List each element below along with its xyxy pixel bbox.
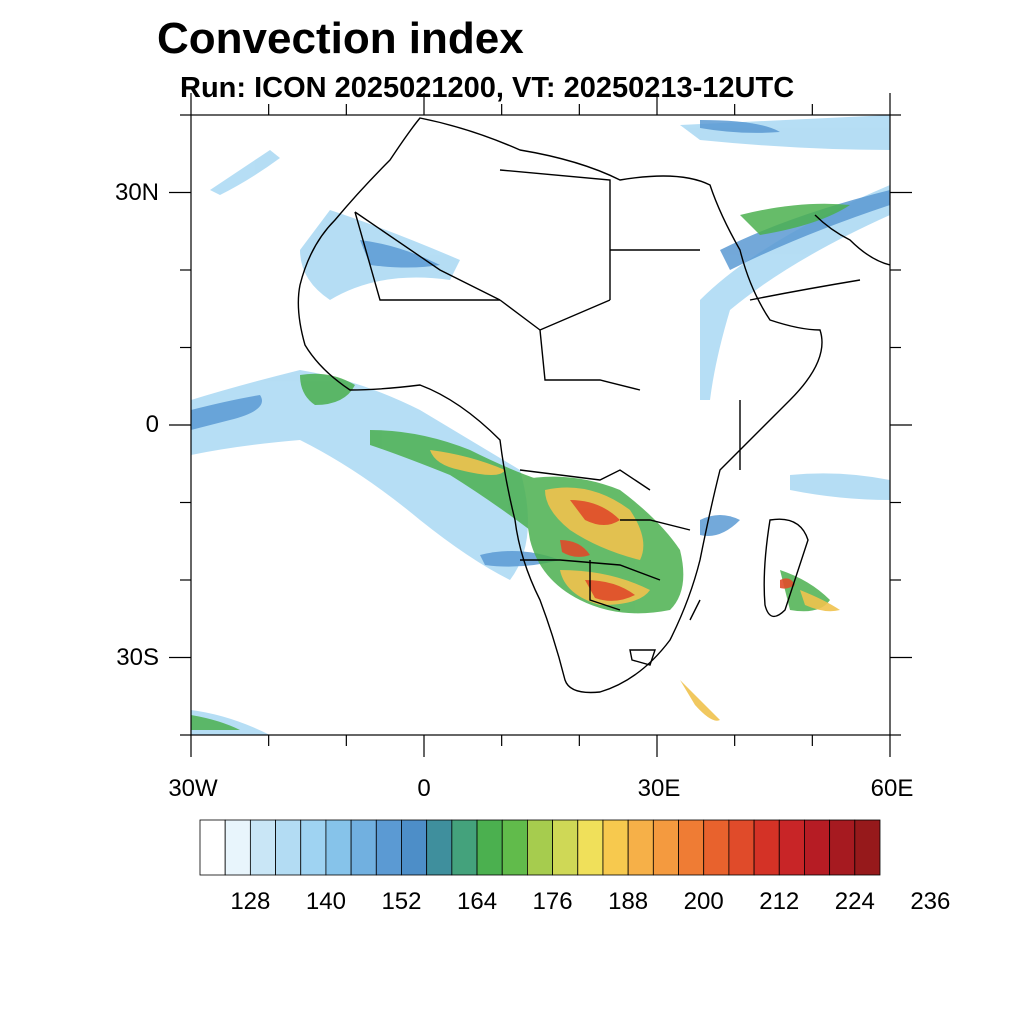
coastlines	[297, 117, 890, 694]
colorbar-swatch	[703, 819, 730, 876]
colorbar-swatch	[426, 819, 453, 876]
lon-label: 30W	[168, 775, 218, 802]
colorbar-label: 200	[683, 888, 724, 915]
lon-label: 60E	[870, 775, 914, 802]
colorbar-swatch	[300, 819, 327, 876]
colorbar-swatch	[804, 819, 831, 876]
colorbar-swatch	[401, 819, 428, 876]
colorbar-label: 128	[230, 888, 271, 915]
colorbar-swatch	[678, 819, 705, 876]
colorbar-label: 188	[608, 888, 649, 915]
map-subtitle: Run: ICON 2025021200, VT: 20250213-12UTC	[180, 72, 795, 104]
colorbar-label: 224	[834, 888, 875, 915]
colorbar	[199, 819, 881, 876]
colorbar-swatch	[602, 819, 629, 876]
colorbar-swatch	[829, 819, 856, 876]
colorbar-swatch	[728, 819, 755, 876]
colorbar-label: 176	[532, 888, 573, 915]
colorbar-swatch	[627, 819, 654, 876]
colorbar-swatch	[275, 819, 302, 876]
colorbar-swatch	[350, 819, 377, 876]
colorbar-swatch	[199, 819, 226, 876]
colorbar-label: 152	[381, 888, 422, 915]
colorbar-label: 212	[759, 888, 800, 915]
axis-ticks	[169, 93, 912, 757]
lat-label: 30S	[116, 643, 159, 671]
map-title: Convection index	[157, 14, 524, 63]
colorbar-label: 164	[457, 888, 498, 915]
lat-label: 0	[145, 411, 159, 438]
colorbar-swatch	[501, 819, 528, 876]
colorbar-swatch	[476, 819, 503, 876]
colorbar-label: 236	[910, 888, 951, 915]
colorbar-swatch	[577, 819, 604, 876]
colorbar-swatch	[652, 819, 679, 876]
colorbar-swatch	[249, 819, 276, 876]
colorbar-swatch	[527, 819, 553, 876]
lon-label: 30E	[637, 775, 681, 802]
colorbar-swatch	[375, 819, 402, 876]
colorbar-swatch	[224, 819, 251, 876]
colorbar-swatch	[552, 819, 579, 876]
colorbar-swatch	[325, 819, 352, 876]
colorbar-swatch	[854, 819, 881, 876]
colorbar-swatch	[451, 819, 478, 876]
lat-label: 30N	[114, 178, 159, 206]
colorbar-label: 140	[305, 888, 346, 915]
lon-label: 0	[417, 775, 431, 802]
colorbar-swatch	[778, 819, 805, 876]
colorbar-swatch	[753, 819, 780, 876]
convection-field	[191, 115, 890, 735]
